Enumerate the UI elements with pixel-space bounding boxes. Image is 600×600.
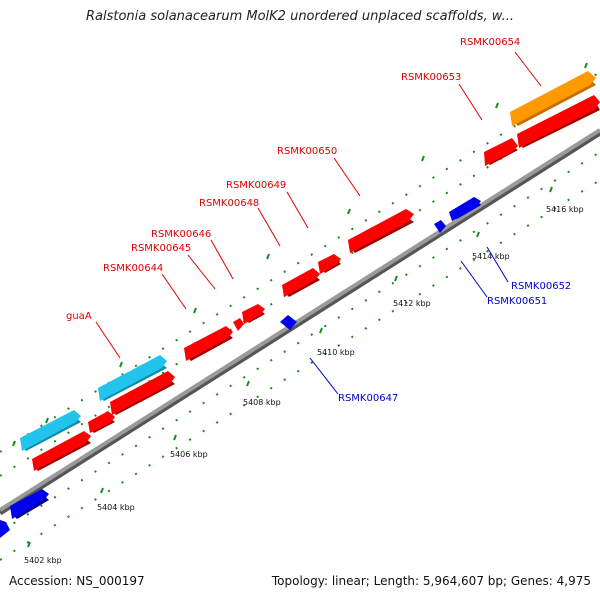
gene-feature-rsmk00646[interactable] bbox=[242, 304, 265, 324]
scale-tick bbox=[495, 102, 499, 109]
scale-tick bbox=[394, 275, 398, 282]
connector-rsmk00646 bbox=[210, 239, 234, 280]
scale-labels: 5402 kbp 5404 kbp 5406 kbp 5408 kbp 5410… bbox=[24, 205, 584, 565]
gene-feature-rsmk00651[interactable] bbox=[434, 220, 446, 233]
scale-tick bbox=[266, 253, 270, 260]
scale-tick bbox=[119, 361, 123, 368]
track-guide-outer bbox=[0, 71, 600, 453]
track-guide-scale bbox=[0, 179, 600, 561]
scale-tick bbox=[27, 541, 31, 548]
gene-label-rsmk00654[interactable]: RSMK00654 bbox=[460, 37, 520, 48]
connector-rsmk00650 bbox=[333, 157, 361, 197]
scale-label: 5416 kbp bbox=[546, 205, 584, 214]
connector-guaa bbox=[95, 321, 121, 359]
scale-tick bbox=[584, 62, 588, 69]
scale-label: 5414 kbp bbox=[472, 252, 510, 261]
scale-tick bbox=[549, 186, 553, 193]
connector-rsmk00645 bbox=[187, 254, 216, 290]
scale-label: 5404 kbp bbox=[97, 503, 135, 512]
gene-feature-rsmk00647[interactable] bbox=[280, 315, 297, 330]
gene-feature-rsmk00652[interactable] bbox=[449, 197, 481, 221]
gene-label-guaa[interactable]: guaA bbox=[66, 311, 92, 322]
summary-text: Topology: linear; Length: 5,964,607 bp; … bbox=[271, 574, 591, 588]
label-connectors bbox=[95, 51, 542, 395]
gene-feature-rsmk00654[interactable] bbox=[510, 71, 596, 126]
gene-feature-rsmk00649[interactable] bbox=[318, 254, 341, 274]
gene-label-rsmk00647[interactable]: RSMK00647 bbox=[338, 393, 398, 404]
gene-label-rsmk00651[interactable]: RSMK00651 bbox=[487, 296, 547, 307]
connector-rsmk00652 bbox=[486, 246, 509, 283]
connector-rsmk00647 bbox=[309, 357, 339, 395]
gene-feature-blue-lower[interactable] bbox=[0, 489, 49, 538]
gene-feature-rsmk00653[interactable] bbox=[484, 95, 600, 166]
gene-label-rsmk00649[interactable]: RSMK00649 bbox=[226, 180, 286, 191]
scale-ticks bbox=[12, 62, 588, 548]
gene-features bbox=[0, 71, 600, 538]
scale-tick bbox=[421, 155, 425, 162]
scale-label: 5402 kbp bbox=[24, 556, 62, 565]
scale-tick bbox=[100, 487, 104, 494]
scale-tick bbox=[246, 380, 250, 387]
scale-tick bbox=[319, 327, 323, 334]
scale-tick bbox=[193, 307, 197, 314]
backbone-shadow bbox=[0, 130, 600, 516]
track-guide-lower bbox=[0, 151, 600, 533]
gene-labels: RSMK00654 RSMK00653 RSMK00650 RSMK00649 … bbox=[66, 37, 571, 404]
accession-text: Accession: NS_000197 bbox=[9, 574, 145, 588]
scale-label: 5408 kbp bbox=[243, 398, 281, 407]
scale-label: 5406 kbp bbox=[170, 450, 208, 459]
map-title: Ralstonia solanacearum MolK2 unordered u… bbox=[85, 9, 514, 24]
scale-tick bbox=[476, 231, 480, 238]
connector-rsmk00654 bbox=[514, 51, 542, 87]
connector-rsmk00651 bbox=[460, 260, 488, 298]
connector-rsmk00653 bbox=[458, 83, 483, 121]
gene-label-rsmk00644[interactable]: RSMK00644 bbox=[103, 263, 163, 274]
gene-feature-red-lower[interactable] bbox=[32, 371, 175, 471]
gene-label-rsmk00648[interactable]: RSMK00648 bbox=[199, 198, 259, 209]
scale-label: 5412 kbp bbox=[393, 299, 431, 308]
gene-feature-guaa[interactable] bbox=[20, 355, 167, 451]
scale-label: 5410 kbp bbox=[317, 348, 355, 357]
gene-feature-rsmk00650[interactable] bbox=[348, 209, 414, 253]
scale-tick bbox=[173, 434, 177, 441]
gene-label-rsmk00646[interactable]: RSMK00646 bbox=[151, 229, 211, 240]
connector-rsmk00648 bbox=[257, 207, 281, 247]
backbone bbox=[0, 128, 600, 516]
gene-feature-rsmk00648[interactable] bbox=[282, 268, 320, 297]
gene-feature-rsmk00644[interactable] bbox=[184, 326, 233, 361]
scale-tick bbox=[45, 417, 49, 424]
gene-feature-rsmk00645[interactable] bbox=[233, 318, 244, 331]
gene-label-rsmk00645[interactable]: RSMK00645 bbox=[131, 243, 191, 254]
scale-tick bbox=[347, 208, 351, 215]
gene-label-rsmk00650[interactable]: RSMK00650 bbox=[277, 146, 337, 157]
connector-rsmk00649 bbox=[286, 191, 309, 229]
gene-label-rsmk00652[interactable]: RSMK00652 bbox=[511, 281, 571, 292]
connector-rsmk00644 bbox=[161, 273, 187, 310]
backbone-line bbox=[0, 128, 600, 512]
scale-tick bbox=[12, 440, 16, 447]
gene-label-rsmk00653[interactable]: RSMK00653 bbox=[401, 72, 461, 83]
